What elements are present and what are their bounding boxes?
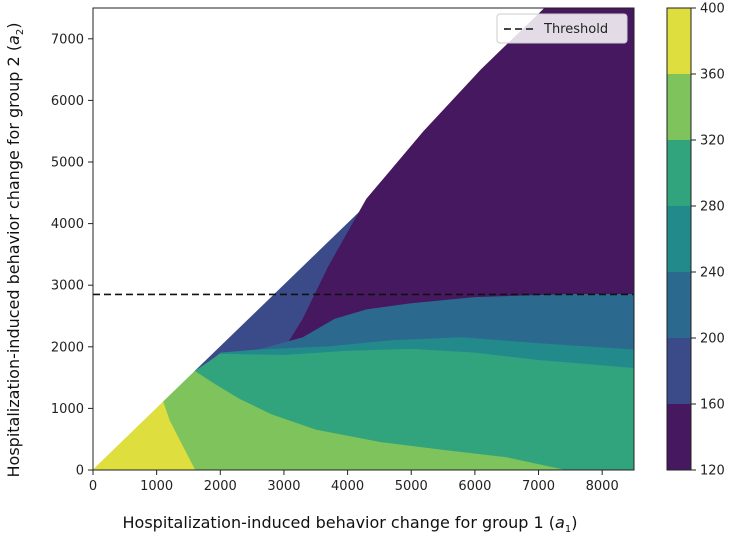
contour-regions (93, 8, 634, 470)
colorbar-tick-label: 200 (700, 332, 725, 347)
colorbar-tick-label: 120 (700, 464, 725, 479)
y-tick-label: 5000 (51, 156, 84, 171)
x-tick-label: 7000 (522, 479, 555, 494)
x-tick-label: 1000 (140, 479, 173, 494)
y-tick-label: 6000 (51, 94, 84, 109)
y-axis-label: Hospitalization-induced behavior change … (4, 23, 26, 478)
x-tick-label: 2000 (204, 479, 237, 494)
colorbar-segment (667, 404, 691, 470)
region-360-400 (93, 401, 196, 470)
colorbar: 120 160 200 240 280 320 360 400 (666, 2, 725, 479)
colorbar-tick-label: 160 (700, 398, 725, 413)
colorbar-segment (667, 272, 691, 338)
x-tick-label: 3000 (267, 479, 300, 494)
colorbar-frame (666, 7, 692, 471)
y-tick-label: 4000 (51, 217, 84, 232)
colorbar-tick-label: 400 (700, 2, 725, 17)
colorbar-segment (667, 8, 691, 74)
plot-frame (92, 7, 635, 471)
legend-threshold-label: Threshold (543, 22, 608, 37)
x-axis-label: Hospitalization-induced behavior change … (123, 513, 578, 535)
x-tick-label: 5000 (395, 479, 428, 494)
y-tick-label: 0 (76, 464, 84, 479)
y-tick-label: 2000 (51, 340, 84, 355)
colorbar-tick-label: 240 (700, 266, 725, 281)
x-tick-label: 6000 (458, 479, 491, 494)
legend: Threshold (496, 13, 628, 44)
colorbar-tick-label: 280 (700, 200, 725, 215)
y-tick-label: 3000 (51, 279, 84, 294)
legend-box (496, 13, 628, 44)
colorbar-segment (667, 206, 691, 272)
colorbar-segment (667, 338, 691, 404)
colorbar-segment (667, 74, 691, 140)
colorbar-tick-label: 320 (700, 134, 725, 149)
x-tick-label: 4000 (331, 479, 364, 494)
y-axis-ticks: 0 1000 2000 3000 4000 5000 6000 7000 (51, 32, 93, 479)
x-tick-label: 0 (89, 479, 97, 494)
colorbar-tick-label: 360 (700, 68, 725, 83)
x-axis-ticks: 0 1000 2000 3000 4000 5000 6000 7000 8000 (89, 470, 619, 494)
y-tick-label: 1000 (51, 402, 84, 417)
x-tick-label: 8000 (586, 479, 619, 494)
y-tick-label: 7000 (51, 32, 84, 47)
colorbar-segment (667, 140, 691, 206)
